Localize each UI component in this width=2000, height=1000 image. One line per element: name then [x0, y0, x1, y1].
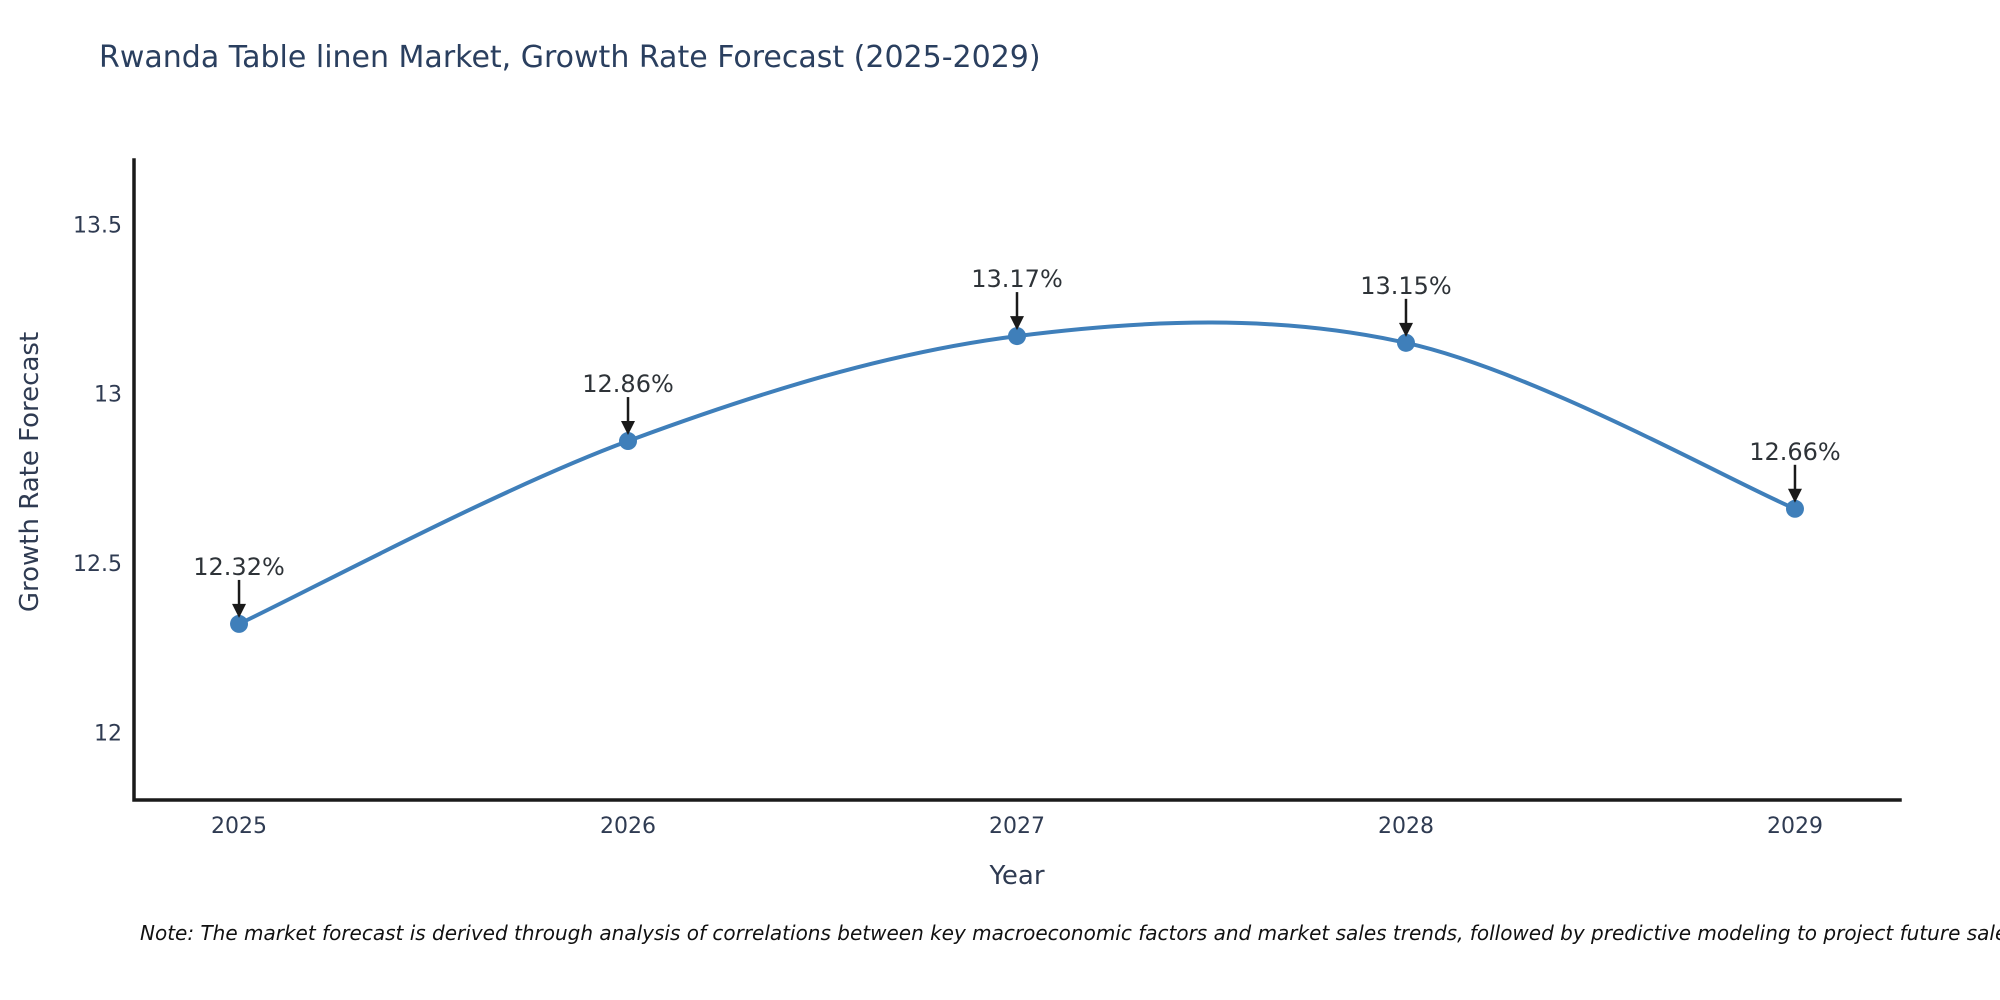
x-axis-title: Year — [989, 861, 1045, 891]
data-point-marker — [619, 432, 638, 451]
x-tick-label: 2026 — [600, 814, 656, 839]
annotation-arrow-head — [232, 603, 247, 618]
data-point-label: 12.86% — [582, 370, 674, 398]
data-point-marker — [230, 614, 249, 633]
data-point-label: 12.66% — [1749, 438, 1841, 466]
annotation-arrow-head — [1787, 488, 1802, 503]
annotation-arrow-head — [621, 421, 636, 436]
series-line — [238, 320, 1796, 626]
x-tick-label: 2027 — [989, 814, 1045, 839]
y-axis-title: Growth Rate Forecast — [15, 331, 45, 613]
data-point-label: 13.15% — [1360, 272, 1452, 300]
chart-title: Rwanda Table linen Market, Growth Rate F… — [99, 40, 1041, 75]
data-point-label: 12.32% — [193, 553, 285, 581]
data-point-label: 13.17% — [971, 265, 1063, 293]
x-tick-label: 2029 — [1767, 814, 1823, 839]
y-tick-label: 13.5 — [73, 213, 122, 238]
data-point-marker — [1008, 327, 1026, 346]
data-point-marker — [1396, 333, 1415, 352]
data-point-marker — [1785, 499, 1804, 518]
y-tick-label: 12.5 — [73, 552, 122, 577]
y-tick-label: 12 — [94, 721, 122, 746]
x-tick-label: 2025 — [211, 814, 267, 839]
annotation-arrow-head — [1398, 322, 1413, 337]
annotation-arrow-head — [1010, 316, 1024, 331]
y-tick-label: 13 — [94, 383, 122, 408]
x-tick-label: 2028 — [1378, 814, 1434, 839]
axis-spines — [132, 158, 1902, 802]
footnote: Note: The market forecast is derived thr… — [140, 921, 2000, 945]
